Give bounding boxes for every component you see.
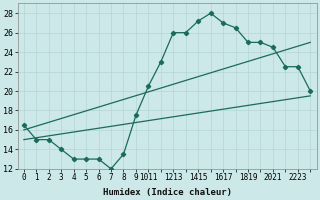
X-axis label: Humidex (Indice chaleur): Humidex (Indice chaleur) [103, 188, 232, 197]
